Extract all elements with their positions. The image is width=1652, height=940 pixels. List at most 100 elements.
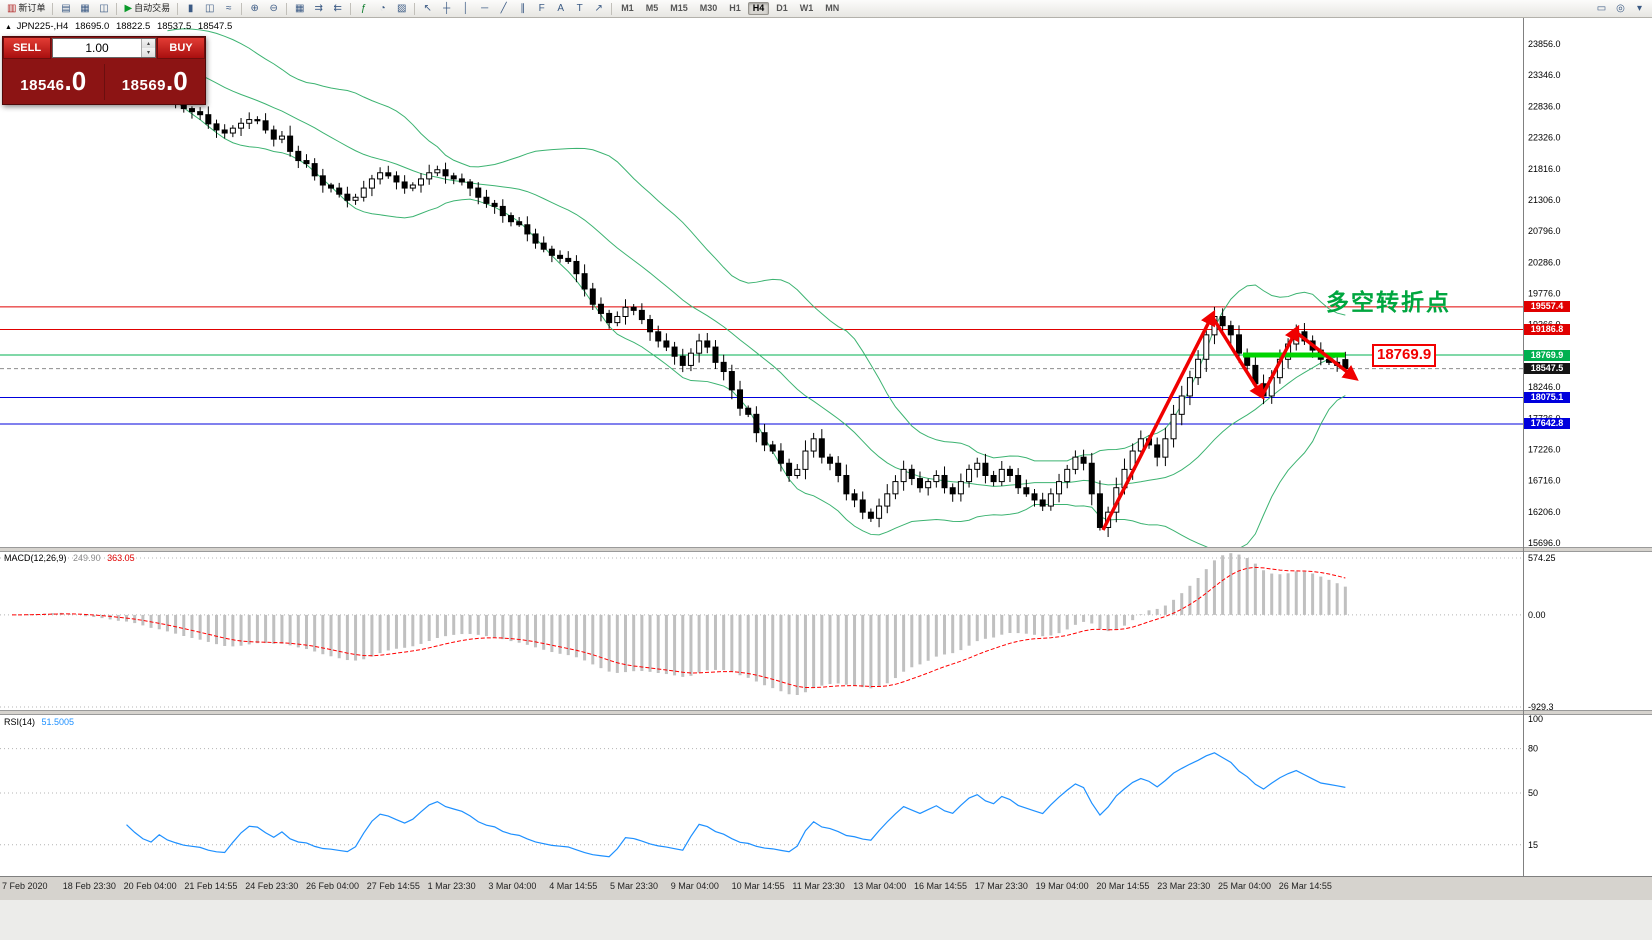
trendline-icon[interactable]: ╱ (495, 1, 512, 16)
tf-h4[interactable]: H4 (747, 1, 770, 16)
tf-m30[interactable]: M30 (695, 2, 723, 16)
arrows-tool-icon[interactable]: ↗ (590, 1, 607, 16)
chart-shift-icon[interactable]: ⇇ (329, 1, 346, 16)
time-axis-strip[interactable] (0, 876, 1652, 900)
text-label-icon[interactable]: T (571, 1, 588, 16)
candle-body (205, 114, 212, 125)
tf-d1-label: D1 (776, 2, 788, 13)
line-chart-icon[interactable]: ≈ (220, 1, 237, 16)
volume-increase-button[interactable]: ▴ (142, 39, 155, 48)
buy-button[interactable]: BUY (157, 37, 205, 59)
rsi-pane[interactable] (0, 748, 1523, 858)
price-tag-support-upper: 18075.1 (1524, 392, 1570, 403)
tf-h1[interactable]: H1 (724, 2, 746, 16)
trendline-icon-glyph: ╱ (500, 2, 507, 14)
window-layout-icon[interactable]: ▭ (1593, 1, 1610, 16)
macd-pane[interactable] (0, 553, 1523, 708)
candle-body (835, 462, 842, 476)
panel-expander-icon[interactable]: ▲ (5, 24, 12, 31)
trend-arrow[interactable] (1260, 324, 1300, 397)
volume-decrease-button[interactable]: ▾ (142, 48, 155, 57)
trend-arrow[interactable] (1211, 317, 1265, 401)
candle-body (393, 175, 400, 183)
candle-body (1047, 493, 1054, 507)
tf-d1[interactable]: D1 (771, 2, 793, 16)
sell-button[interactable]: SELL (3, 37, 51, 59)
time-axis-label: 25 Mar 04:00 (1218, 881, 1271, 891)
cursor-icon[interactable]: ↖ (419, 1, 436, 16)
price-axis-tick: 21816.0 (1528, 164, 1561, 174)
tile-windows-icon[interactable]: ▦ (291, 1, 308, 16)
candle-body (728, 371, 735, 391)
bollinger-upper-band[interactable] (167, 28, 1346, 462)
macd-signal-value: 363.05 (107, 553, 135, 563)
sell-price-frac: .0 (64, 66, 87, 96)
candle-body (597, 303, 604, 314)
tf-m5[interactable]: M5 (641, 2, 664, 16)
tf-m1-label: M1 (621, 2, 634, 13)
more-icon[interactable]: ▾ (1631, 1, 1648, 16)
candle-body (941, 474, 948, 489)
tf-mn[interactable]: MN (820, 2, 844, 16)
price-axis-tick: 16206.0 (1528, 507, 1561, 517)
text-icon[interactable]: A (552, 1, 569, 16)
vertical-line-icon[interactable]: │ (457, 1, 474, 16)
candle-body (1154, 444, 1161, 458)
templates-icon[interactable]: ▨ (393, 1, 410, 16)
candle-body (990, 474, 997, 483)
new-order-button[interactable]: ▥ 新订单 (4, 1, 48, 16)
new-order-button-glyph: ▥ (7, 2, 17, 14)
autotrade-button[interactable]: ▶ 自动交易 (121, 1, 173, 16)
indicators-icon[interactable]: ƒ (355, 1, 372, 16)
volume-value[interactable]: 1.00 (85, 41, 109, 55)
pane-separator-rsi[interactable] (0, 710, 1652, 715)
pane-separator-macd[interactable] (0, 547, 1652, 552)
time-axis-label: 9 Mar 04:00 (671, 881, 719, 891)
bollinger-middle-band[interactable] (167, 62, 1346, 487)
horizontal-line-icon[interactable]: ─ (476, 1, 493, 16)
zoom-in-icon[interactable]: ⊕ (246, 1, 263, 16)
expand-icon[interactable]: ◎ (1612, 1, 1629, 16)
volume-input[interactable]: 1.00 ▴ ▾ (52, 38, 156, 58)
candle-body (295, 150, 302, 162)
bar-chart-icon[interactable]: ▮ (182, 1, 199, 16)
candle-body (409, 184, 416, 189)
zoom-in-icon-glyph: ⊕ (250, 2, 259, 14)
auto-scroll-icon[interactable]: ⇉ (310, 1, 327, 16)
channel-icon-glyph: ∥ (520, 2, 526, 14)
navigator-icon[interactable]: ◫ (95, 1, 112, 16)
main-chart-pane[interactable] (0, 28, 1523, 552)
price-tag-resistance-lower: 19186.8 (1524, 324, 1570, 336)
time-axis[interactable]: 7 Feb 2020 18 Feb 23:30 20 Feb 04:00 21 Feb… (2, 881, 1332, 891)
candle-body (344, 193, 351, 201)
candle-body (606, 312, 613, 324)
candle-body (908, 468, 915, 480)
tf-m15[interactable]: M15 (665, 2, 693, 16)
channel-icon[interactable]: ∥ (514, 1, 531, 16)
fibonacci-icon[interactable]: F (533, 1, 550, 16)
zoom-out-icon[interactable]: ⊖ (265, 1, 282, 16)
candle-body (818, 438, 825, 458)
trend-arrow[interactable] (1295, 331, 1359, 381)
candlestick-chart-icon[interactable]: ◫ (201, 1, 218, 16)
macd-axis-tick: 574.25 (1528, 553, 1556, 563)
crosshair-icon[interactable]: ┼ (438, 1, 455, 16)
periods-icon[interactable]: ◔ (374, 1, 391, 16)
price-axis[interactable]: 23856.0 23346.0 22836.0 22326.0 21816.0 21306… (1528, 39, 1561, 850)
data-window-icon[interactable]: ▦ (76, 1, 93, 16)
trend-arrow[interactable] (1101, 309, 1216, 531)
sell-price[interactable]: 18546.0 (3, 66, 104, 97)
macd-main-value: 249.90 (73, 553, 101, 563)
bollinger-lower-band[interactable] (167, 94, 1346, 552)
rsi-value: 51.5005 (41, 717, 75, 727)
tf-w1[interactable]: W1 (795, 2, 819, 16)
candle-body (499, 205, 506, 217)
tf-m1[interactable]: M1 (616, 2, 639, 16)
market-watch-icon[interactable]: ▤ (57, 1, 74, 16)
time-axis-label: 27 Feb 14:55 (367, 881, 420, 891)
buy-price[interactable]: 18569.0 (103, 63, 206, 100)
price-tag-pivot-green: 18769.9 (1524, 349, 1570, 361)
price-callout-label[interactable]: 18769.9 (1372, 344, 1437, 367)
candle-body (712, 346, 719, 363)
